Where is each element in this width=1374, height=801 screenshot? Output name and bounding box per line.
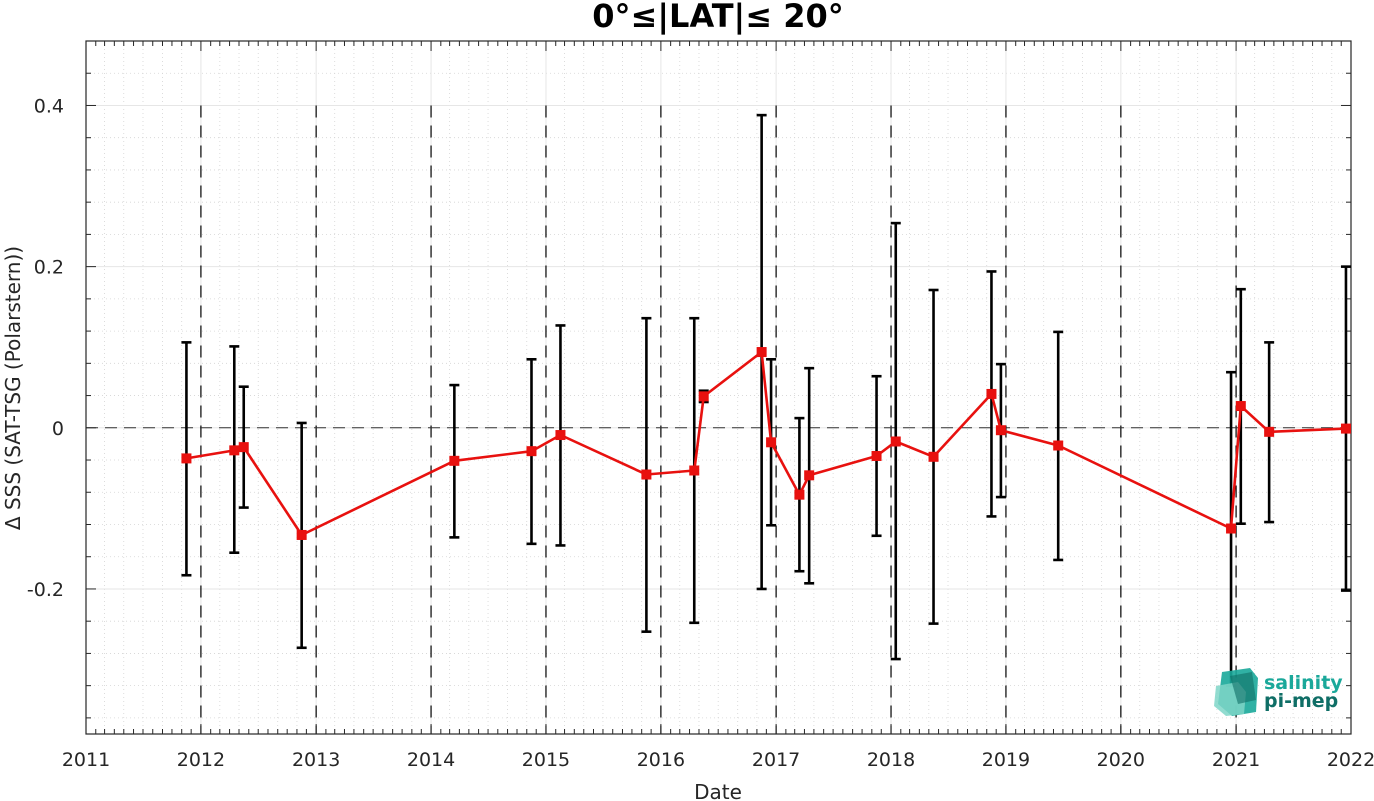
axis-ticks — [85, 40, 1352, 734]
x-axis-label: Date — [694, 780, 742, 801]
data-point-marker — [641, 469, 652, 480]
y-tick-label: 0.4 — [34, 95, 64, 117]
data-point-marker — [449, 455, 460, 466]
data-point-marker — [229, 445, 240, 456]
minor-grid — [86, 40, 1351, 734]
x-tick-label: 2011 — [62, 749, 110, 771]
major-grid — [85, 41, 1352, 734]
x-tick-label: 2019 — [982, 749, 1030, 771]
data-point-marker — [526, 446, 537, 457]
axes-frame — [85, 40, 1352, 735]
data-point-marker — [689, 465, 700, 476]
data-point-marker — [1235, 401, 1246, 412]
y-tick-label: -0.2 — [27, 579, 64, 601]
data-point-marker — [296, 529, 307, 540]
x-tick-label: 2015 — [522, 749, 570, 771]
x-tick-label: 2014 — [407, 749, 455, 771]
y-tick-labels: -0.2 0 0.2 0.4 — [27, 95, 64, 600]
data-point-marker — [794, 489, 805, 500]
year-boundary-lines — [200, 105, 1237, 734]
data-point-marker — [928, 451, 939, 462]
series-line — [186, 350, 1347, 537]
data-point-marker — [766, 437, 777, 448]
chart-title: 0°≤|LAT|≤ 20° — [592, 0, 843, 36]
series-markers — [181, 347, 1351, 540]
x-tick-label: 2016 — [637, 749, 685, 771]
data-point-marker — [698, 391, 709, 402]
logo-text-pi-mep: pi-mep — [1264, 690, 1338, 712]
x-tick-label: 2022 — [1327, 749, 1374, 771]
y-tick-label: 0.2 — [34, 257, 64, 279]
logo-emblem-icon — [1214, 668, 1258, 716]
x-tick-label: 2021 — [1212, 749, 1260, 771]
x-tick-label: 2013 — [292, 749, 340, 771]
logo-text-salinity: salinity — [1264, 672, 1343, 694]
x-tick-labels: 2011 2012 2013 2014 2015 2016 2017 2018 2019 2020… — [62, 749, 1374, 771]
salinity-pi-mep-logo: salinity pi-mep — [1214, 668, 1343, 716]
data-point-marker — [1264, 426, 1275, 437]
data-point-marker — [1340, 423, 1351, 434]
data-point-marker — [871, 450, 882, 461]
data-point-marker — [555, 430, 566, 441]
data-point-marker — [995, 425, 1006, 436]
data-point-marker — [890, 436, 901, 447]
data-point-marker — [238, 442, 249, 453]
data-point-marker — [804, 470, 815, 481]
data-point-marker — [1053, 440, 1064, 451]
data-point-marker — [986, 388, 997, 399]
data-point-marker — [181, 453, 192, 464]
axes-box — [85, 40, 1352, 735]
y-axis-label: Δ SSS (SAT-TSG (Polarstern)) — [1, 246, 25, 530]
x-tick-label: 2017 — [752, 749, 800, 771]
x-tick-label: 2018 — [867, 749, 915, 771]
y-tick-label: 0 — [52, 418, 64, 440]
data-point-marker — [756, 347, 767, 358]
x-tick-label: 2012 — [177, 749, 225, 771]
data-point-marker — [1226, 523, 1237, 534]
x-tick-label: 2020 — [1097, 749, 1145, 771]
